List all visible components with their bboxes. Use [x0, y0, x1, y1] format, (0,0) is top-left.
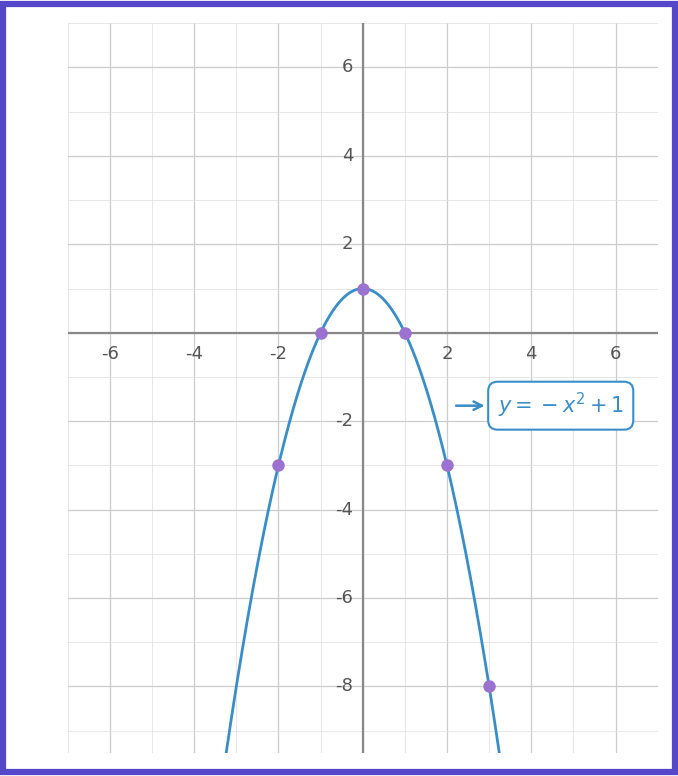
Text: 4: 4 — [342, 147, 353, 165]
Text: -6: -6 — [336, 589, 353, 607]
Text: -8: -8 — [336, 677, 353, 695]
Text: -4: -4 — [336, 501, 353, 518]
Text: 6: 6 — [610, 345, 621, 363]
Text: -2: -2 — [336, 412, 353, 430]
Text: 6: 6 — [342, 58, 353, 77]
Text: -2: -2 — [269, 345, 287, 363]
Text: 4: 4 — [525, 345, 537, 363]
Text: 2: 2 — [441, 345, 453, 363]
Text: -6: -6 — [101, 345, 119, 363]
Text: -4: -4 — [185, 345, 203, 363]
Text: 2: 2 — [342, 235, 353, 253]
Text: $y = -x^2 + 1$: $y = -x^2 + 1$ — [456, 391, 624, 421]
